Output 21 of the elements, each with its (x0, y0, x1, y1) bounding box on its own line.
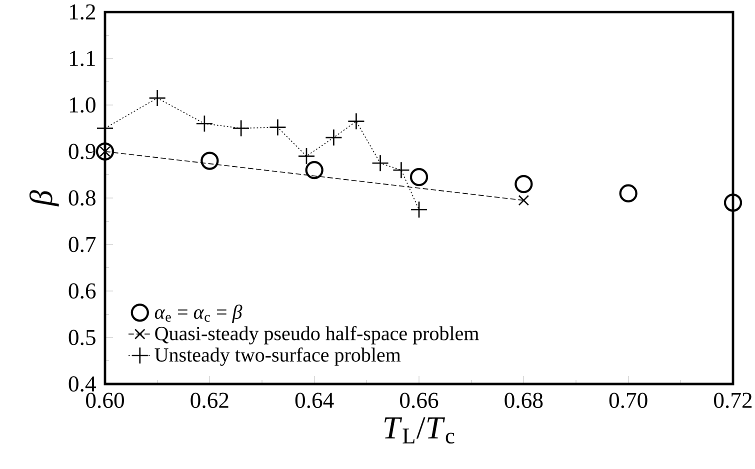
y-axis-title: β (29, 190, 59, 206)
y-tick-label: 0.7 (68, 236, 96, 252)
x-tick-label: 0.72 (714, 392, 752, 408)
y-tick-label: 0.4 (68, 376, 96, 392)
y-tick-label: 1.1 (70, 50, 95, 66)
x-tick-label: 0.60 (86, 392, 124, 408)
y-tick-label: 1.2 (70, 4, 96, 20)
x-tick-label: 0.70 (609, 392, 648, 408)
y-tick-label: 0.6 (68, 283, 96, 299)
x-tick-label: 0.62 (190, 392, 228, 408)
y-tick-label: 1.0 (70, 97, 96, 113)
x-tick-label: 0.68 (504, 392, 543, 408)
legend-label: Unsteady two-surface problem (154, 347, 401, 366)
x-tick-label: 0.64 (295, 392, 334, 408)
x-axis-title: T$_{L}$/T$_{c}$ (384, 417, 454, 444)
y-tick-label: 0.5 (68, 330, 96, 346)
y-tick-label: 0.8 (68, 190, 96, 206)
legend-label: Quasi-steady pseudo half-space problem (155, 326, 479, 344)
y-tick-label: 0.9 (68, 144, 96, 160)
legend-label: α$_{e}$ = α$_{c}$ = β (154, 304, 242, 323)
x-tick-label: 0.66 (400, 392, 438, 408)
